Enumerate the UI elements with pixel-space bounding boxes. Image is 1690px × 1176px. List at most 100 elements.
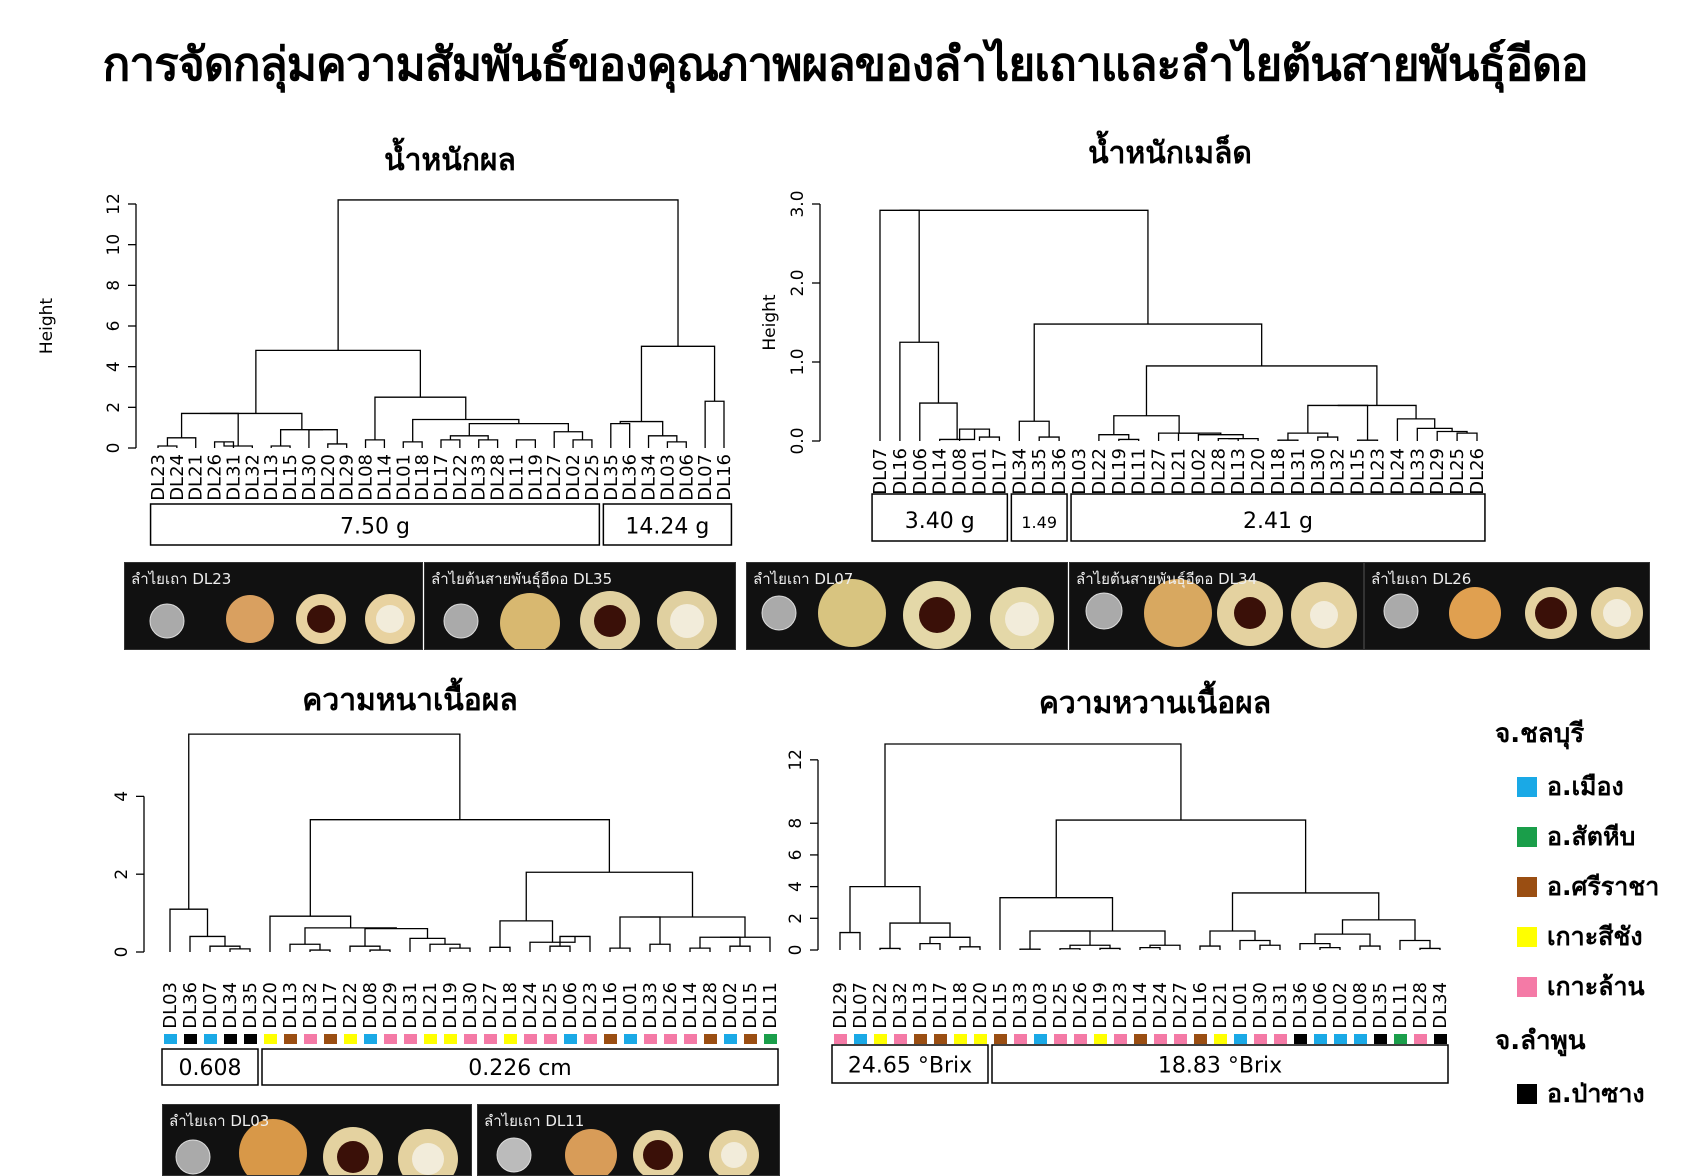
leaf-label: DL19	[440, 982, 461, 1029]
dendrogram-link	[919, 943, 941, 950]
leaf-color-marker	[364, 1034, 377, 1044]
leaf-color-marker	[224, 1034, 237, 1044]
leaf-label: DL22	[340, 982, 361, 1029]
cluster-mean-box	[1070, 493, 1486, 542]
leaf-label: DL18	[500, 982, 521, 1029]
leaf-label: DL21	[1169, 448, 1190, 495]
leaf-color-marker	[524, 1034, 537, 1044]
dendrogram-link	[449, 947, 471, 952]
leaf-color-marker	[764, 1034, 777, 1044]
dendrogram-link	[529, 936, 576, 952]
dendrogram-link	[1145, 365, 1378, 416]
dendrogram-link	[289, 943, 321, 952]
photo-caption: ลำไยเถา DL03	[169, 1112, 270, 1130]
leaf-color-marker	[1174, 1034, 1187, 1044]
leaf-label: DL30	[1308, 448, 1329, 495]
dendrogram-link	[610, 422, 631, 448]
dendrogram-link	[1199, 945, 1221, 950]
legend-group-chonburi: จ.ชลบุรี	[1495, 719, 1585, 749]
leaf-color-marker	[644, 1034, 657, 1044]
leaf-label: DL08	[1350, 982, 1371, 1029]
dendrogram-link	[1396, 418, 1436, 441]
leaf-label: DL08	[950, 448, 971, 495]
cluster-mean-label: 0.608	[179, 1056, 242, 1081]
leaf-color-marker	[724, 1034, 737, 1044]
y-tick-label: 2	[104, 402, 124, 413]
leaf-color-marker	[1434, 1034, 1447, 1044]
dendrogram-link	[308, 429, 338, 448]
photo-dl11: ลำไยเถา DL11	[477, 1104, 780, 1176]
dendrogram-link	[374, 396, 467, 440]
leaf-color-marker	[564, 1034, 577, 1044]
photo-dl35: ลำไยต้นสายพันธุ์อีดอ DL35	[424, 562, 736, 650]
photo-caption: ลำไยเถา DL26	[1371, 570, 1472, 588]
dendrogram-seed-weight: 0.01.02.03.0HeightDL07DL16DL06DL14DL08DL…	[760, 190, 1488, 542]
longan-fruit-image	[496, 1129, 759, 1175]
dendrogram-link	[468, 422, 569, 436]
leaf-label: DL29	[380, 982, 401, 1029]
leaf-label: DL21	[1210, 982, 1231, 1029]
cluster-mean-label: 1.49	[1021, 513, 1057, 532]
leaf-label: DL34	[220, 982, 241, 1029]
legend-item-mueang: อ.เมือง	[1495, 762, 1685, 812]
dendrogram-link	[1359, 945, 1381, 950]
leaf-label: DL36	[620, 454, 641, 501]
main-title: การจัดกลุ่มความสัมพันธ์ของคุณภาพผลของลำไ…	[102, 37, 1588, 91]
dendrogram-link	[1319, 946, 1341, 950]
dendrogram-link	[919, 402, 958, 441]
leaf-color-marker	[1214, 1034, 1227, 1044]
dendrogram-link	[609, 947, 631, 952]
dendrogram-link	[157, 445, 178, 448]
dendrogram-link	[704, 400, 725, 448]
leaf-label: DL32	[1328, 448, 1349, 495]
y-tick-label: 2	[112, 869, 132, 880]
y-tick-label: 2	[786, 913, 806, 924]
leaf-color-marker	[894, 1034, 907, 1044]
photo-caption: ลำไยเถา DL11	[484, 1112, 585, 1130]
leaf-color-marker	[304, 1034, 317, 1044]
leaf-label: DL13	[261, 454, 282, 501]
leaf-color-marker	[994, 1034, 1007, 1044]
photo-caption: ลำไยเถา DL23	[131, 570, 232, 588]
leaf-label: DL36	[180, 982, 201, 1029]
leaf-color-marker	[1294, 1034, 1307, 1044]
leaf-label: DL13	[1228, 448, 1249, 495]
leaf-label: DL35	[1029, 448, 1050, 495]
dendrogram-link	[1038, 436, 1060, 441]
leaf-label: DL33	[469, 454, 490, 501]
leaf-color-marker	[954, 1034, 967, 1044]
leaf-label: DL21	[420, 982, 441, 1029]
leaf-color-marker	[344, 1034, 357, 1044]
dendrogram-link	[337, 199, 679, 351]
leaf-label: DL15	[1348, 448, 1369, 495]
leaf-label: DL29	[1427, 448, 1448, 495]
leaf-color-marker	[424, 1034, 437, 1044]
leaf-color-marker	[1394, 1034, 1407, 1044]
y-tick-label: 10	[104, 234, 124, 256]
photo-dl23: ลำไยเถา DL23	[124, 562, 423, 650]
leaf-color-marker	[934, 1034, 947, 1044]
leaf-color-marker	[854, 1034, 867, 1044]
dendrogram-link	[666, 441, 687, 448]
leaf-color-marker	[484, 1034, 497, 1044]
dendrogram-link	[839, 931, 861, 950]
legend-item-sattahip: อ.สัตหีบ	[1495, 812, 1685, 862]
cluster-mean-label: 2.41 g	[1243, 509, 1313, 534]
leaf-label: DL13	[910, 982, 931, 1029]
photo-caption: ลำไยต้นสายพันธุ์อีดอ DL34	[1076, 570, 1258, 588]
leaf-color-marker	[184, 1034, 197, 1044]
y-tick-label: 6	[786, 850, 806, 861]
color-swatch	[1517, 927, 1537, 947]
leaf-label: DL31	[1270, 982, 1291, 1029]
dendrogram-link	[525, 871, 694, 921]
leaf-color-marker	[1314, 1034, 1327, 1044]
leaf-label: DL24	[167, 454, 188, 501]
leaf-color-marker	[1194, 1034, 1207, 1044]
color-swatch	[1517, 1084, 1537, 1104]
photo-dl07: ลำไยเถา DL07	[746, 562, 1068, 650]
leaf-color-marker	[1374, 1034, 1387, 1044]
chart-title-seed-weight: น้ำหนักเมล็ด	[1088, 136, 1252, 171]
leaf-label: DL07	[200, 982, 221, 1029]
color-swatch	[1517, 977, 1537, 997]
dendrogram-link	[1228, 437, 1259, 441]
